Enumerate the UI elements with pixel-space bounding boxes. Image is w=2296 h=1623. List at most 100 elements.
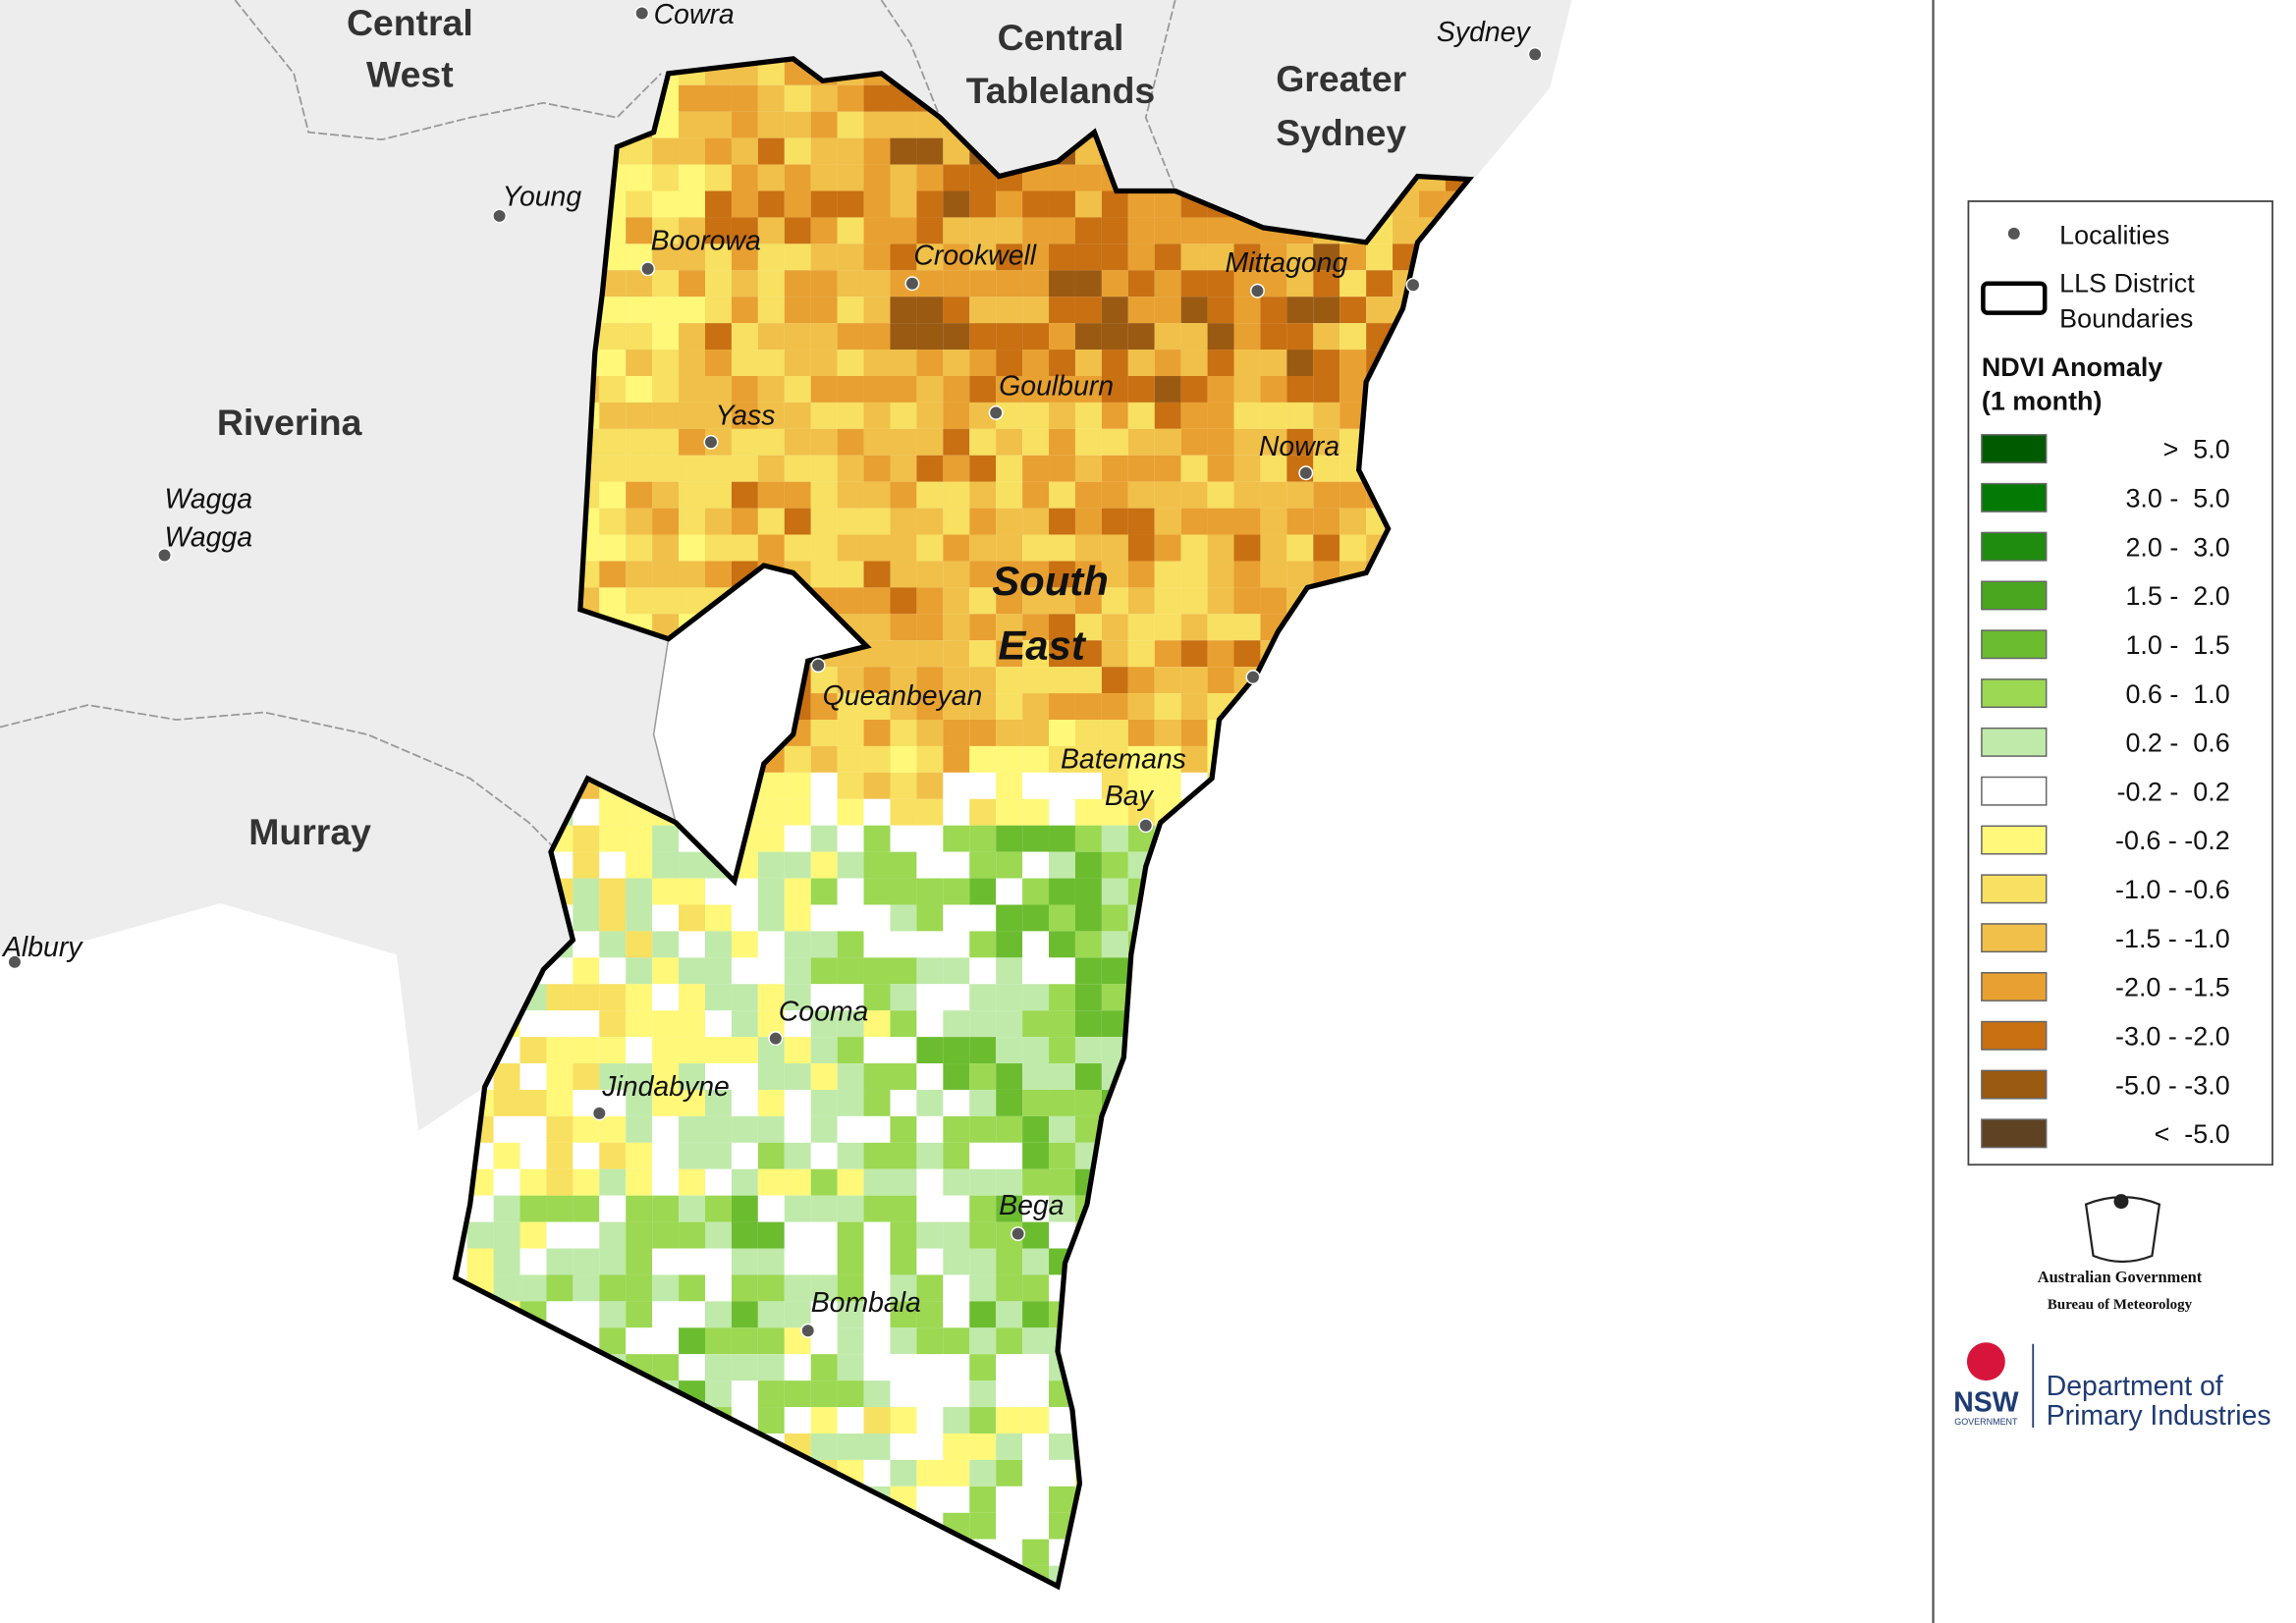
raster-cell [705, 1248, 732, 1275]
legend-title: NDVI Anomaly [1982, 352, 2162, 382]
raster-cell [1022, 1115, 1050, 1143]
raster-cell [996, 243, 1023, 271]
raster-cell [784, 137, 811, 165]
raster-cell [916, 1168, 944, 1196]
raster-cell [890, 1248, 917, 1275]
raster-cell [916, 1433, 944, 1460]
raster-cell [626, 587, 653, 615]
raster-cell [996, 1142, 1023, 1169]
raster-cell [757, 350, 785, 376]
raster-cell [863, 561, 891, 588]
raster-cell [573, 1037, 600, 1064]
raster-cell [1127, 270, 1155, 298]
raster-cell [1233, 350, 1261, 376]
raster-cell [890, 1168, 917, 1196]
raster-cell [599, 1195, 627, 1222]
raster-cell [1127, 190, 1155, 218]
raster-cell [916, 164, 944, 191]
raster-cell [731, 190, 758, 218]
raster-cell [890, 851, 917, 879]
raster-cell [1260, 402, 1287, 429]
raster-cell [916, 957, 944, 985]
raster-cell [916, 217, 944, 244]
raster-cell [1154, 428, 1181, 456]
raster-cell [626, 1037, 653, 1064]
raster-cell [943, 1195, 970, 1222]
raster-cell [1022, 984, 1050, 1011]
legend-swatch [1981, 776, 2048, 806]
raster-cell [1207, 508, 1234, 535]
raster-cell [731, 904, 758, 932]
raster-cell [1180, 323, 1208, 351]
raster-cell [863, 375, 891, 403]
raster-cell [1022, 904, 1050, 932]
raster-cell [1260, 297, 1287, 324]
raster-cell [916, 1142, 944, 1169]
raster-cell [810, 375, 838, 403]
raster-cell [969, 1195, 997, 1222]
raster-cell [996, 1115, 1023, 1143]
raster-cell [943, 508, 970, 535]
raster-cell [1101, 243, 1128, 271]
raster-cell [916, 402, 944, 429]
raster-cell [784, 1380, 811, 1408]
raster-cell [626, 904, 653, 932]
raster-cell [1260, 323, 1287, 351]
raster-cell [943, 1248, 970, 1275]
raster-cell [943, 323, 970, 351]
raster-cell [916, 1407, 944, 1434]
raster-cell [943, 825, 970, 852]
raster-cell [731, 297, 758, 324]
raster-cell [731, 1274, 758, 1302]
raster-cell [1049, 1142, 1075, 1169]
raster-cell [784, 957, 811, 985]
locality-label: Yass [715, 400, 775, 431]
raster-cell [969, 693, 997, 721]
raster-cell [943, 402, 970, 429]
raster-cell [652, 1221, 680, 1249]
raster-cell [810, 481, 838, 509]
raster-cell [1366, 243, 1394, 271]
raster-cell [996, 1248, 1023, 1275]
raster-cell [1074, 297, 1102, 324]
raster-cell [916, 350, 944, 376]
raster-cell [784, 217, 811, 244]
raster-cell [1074, 614, 1102, 641]
nsw-logo-subtext: GOVERNMENT [1954, 1417, 2018, 1427]
raster-cell [652, 825, 680, 852]
raster-cell [1233, 297, 1261, 324]
raster-cell [943, 1301, 970, 1328]
raster-cell [679, 375, 706, 403]
raster-cell [1022, 1168, 1050, 1196]
raster-cell [996, 1512, 1023, 1540]
raster-cell [1101, 693, 1128, 721]
raster-cell [626, 1301, 653, 1328]
raster-cell [890, 878, 917, 905]
raster-cell [1101, 375, 1128, 403]
raster-cell [1260, 243, 1287, 271]
raster-cell [652, 1301, 680, 1328]
raster-cell [810, 561, 838, 588]
raster-cell [969, 428, 997, 456]
raster-cell [863, 1459, 891, 1487]
raster-cell [784, 455, 811, 482]
raster-cell [784, 1010, 811, 1038]
raster-cell [916, 190, 944, 218]
locality-dot [7, 954, 23, 970]
raster-cell [1260, 508, 1287, 535]
raster-cell [837, 878, 864, 905]
raster-cell [652, 587, 680, 615]
raster-cell [573, 1248, 600, 1275]
raster-cell [810, 1063, 838, 1090]
raster-cell [837, 904, 864, 932]
raster-cell [1101, 667, 1128, 694]
raster-cell [626, 1168, 653, 1196]
raster-cell [969, 1248, 997, 1275]
raster-cell [626, 1274, 653, 1302]
raster-cell [652, 297, 680, 324]
raster-cell [890, 1063, 917, 1090]
raster-cell [810, 1195, 838, 1222]
raster-cell [1074, 693, 1102, 721]
raster-cell [652, 164, 680, 191]
raster-cell [837, 534, 864, 562]
